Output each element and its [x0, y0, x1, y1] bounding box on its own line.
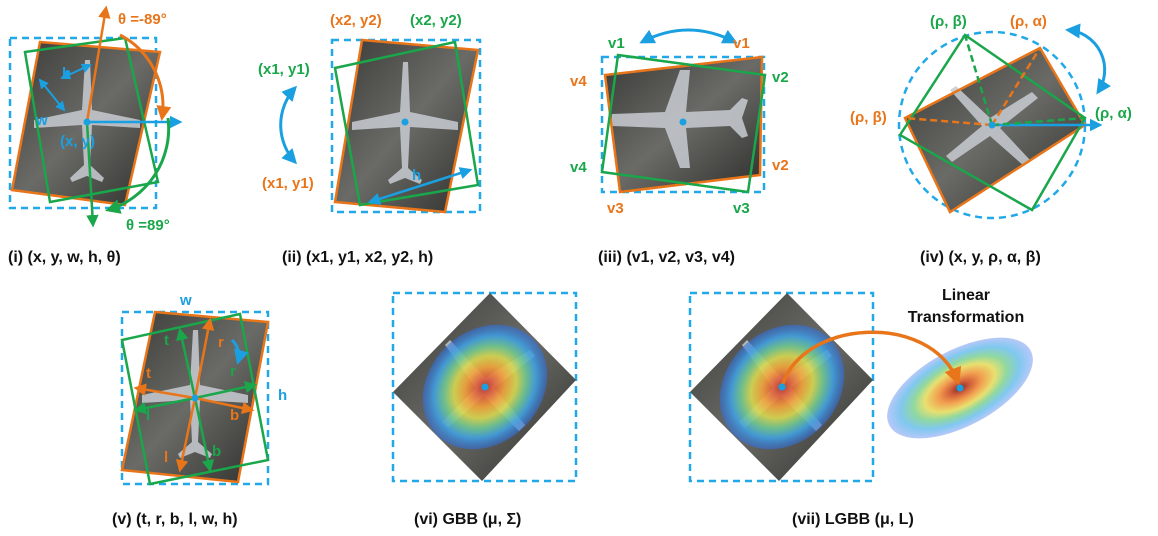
- swap-arc: [279, 85, 298, 165]
- v1-green-label: v1: [608, 35, 625, 52]
- b-orange-arrow: [194, 396, 255, 415]
- v2-green-label: v2: [772, 69, 789, 86]
- theta-neg-label: θ =-89°: [118, 11, 167, 28]
- positive-angle-arc: [105, 117, 171, 214]
- center-point: [83, 118, 91, 126]
- caption-ii: (ii) (x1, y1, x2, y2, h): [282, 249, 433, 266]
- t-green-label: t: [164, 332, 169, 349]
- rho-alpha-green-label: (ρ, α): [1095, 105, 1132, 122]
- panel-iv: (ρ, β) (ρ, α) (ρ, β) (ρ, α) (iv) (x, y, …: [850, 13, 1132, 266]
- x1y1-green-label: (x1, y1): [258, 61, 310, 78]
- panel-iii: v1 v1 v2 v2 v3 v3 v4 v4 (iii) (v1, v2, v…: [570, 28, 789, 266]
- rho-beta-orange-label: (ρ, β): [850, 109, 887, 126]
- v3-green-label: v3: [733, 200, 750, 217]
- l-orange-label: l: [164, 449, 168, 466]
- caption-iv: (iv) (x, y, ρ, α, β): [920, 249, 1041, 266]
- rho-alpha-green-line: [991, 116, 1086, 127]
- l-green-label: l: [146, 407, 150, 424]
- w-label: w: [179, 292, 192, 309]
- theta-pos-label: θ =89°: [126, 217, 170, 234]
- airplane-icon: [612, 70, 748, 168]
- h-label: h: [278, 387, 287, 404]
- center-point: [401, 118, 409, 126]
- v4-green-label: v4: [570, 159, 587, 176]
- rho-beta-green-label: (ρ, β): [930, 13, 967, 30]
- x2y2-green-label: (x2, y2): [410, 12, 462, 29]
- v4-orange-label: v4: [570, 73, 587, 90]
- panel-i: θ =-89° θ =89° h w (x, y) (i) (x, y, w, …: [8, 5, 183, 266]
- center-point: [191, 394, 199, 402]
- rho-alpha-orange-label: (ρ, α): [1010, 13, 1047, 30]
- r-orange-label: r: [218, 334, 224, 351]
- order-swap-arc: [639, 28, 738, 44]
- panel-vi: (vi) GBB (μ, Σ): [391, 291, 578, 528]
- center-point: [988, 121, 996, 129]
- green-obb: [333, 40, 480, 207]
- caption-vii: (vii) LGBB (μ, L): [792, 511, 914, 528]
- horizontal-bbox: [688, 291, 875, 483]
- t-orange-label: t: [146, 365, 151, 382]
- horizontal-bbox: [391, 291, 578, 483]
- b-green-label: b: [212, 443, 221, 460]
- b-green-arrow: [193, 397, 215, 473]
- green-obb: [600, 53, 767, 194]
- panel-ii: (x2, y2) (x2, y2) (x1, y1) (x1, y1) h (i…: [258, 12, 482, 266]
- green-obb: [23, 36, 160, 204]
- transform-label-line2: Transformation: [908, 309, 1024, 326]
- center-point: [679, 118, 687, 126]
- h-arrow: [367, 167, 473, 205]
- linear-transform-arrow: [780, 330, 962, 388]
- b-orange-label: b: [230, 407, 239, 424]
- r-orange-arrow: [193, 317, 215, 399]
- caption-vi: (vi) GBB (μ, Σ): [414, 511, 521, 528]
- rho-beta-orange-line: [904, 116, 993, 127]
- w-label: w: [35, 112, 48, 129]
- r-green-arrow: [194, 381, 258, 400]
- horizontal-bbox: [120, 310, 270, 486]
- l-orange-arrow: [175, 397, 197, 473]
- panel-vii: Linear Transformation (vii) LGBB (μ, L): [688, 287, 1033, 528]
- transformed-mean-point: [956, 384, 964, 392]
- v3-orange-label: v3: [607, 200, 624, 217]
- h-dimension-arrow: [60, 63, 92, 80]
- transform-label-line1: Linear: [942, 287, 990, 304]
- green-height-arrow: [85, 121, 99, 228]
- mean-point: [481, 383, 489, 391]
- horizontal-bbox: [330, 38, 482, 214]
- r-green-label: r: [230, 363, 236, 380]
- rho-beta-green-line: [963, 34, 994, 126]
- swap-arc: [230, 338, 249, 365]
- x2y2-orange-label: (x2, y2): [330, 12, 382, 29]
- mean-point: [778, 383, 786, 391]
- l-green-arrow: [133, 396, 196, 415]
- orange-obb: [603, 55, 764, 194]
- horizontal-bbox: [600, 55, 766, 194]
- orange-obb: [10, 40, 162, 207]
- caption-i: (i) (x, y, w, h, θ): [8, 249, 121, 266]
- orange-obb: [120, 310, 270, 484]
- green-obb: [898, 33, 1087, 212]
- v1-orange-label: v1: [733, 35, 750, 52]
- t-green-arrow: [176, 327, 197, 399]
- t-orange-arrow: [133, 383, 196, 400]
- rho-alpha-orange-line: [990, 47, 1042, 126]
- panel-v: w h t r t r l b l b (v) (t, r, b, l, w, …: [112, 292, 287, 528]
- x1y1-orange-label: (x1, y1): [262, 175, 314, 192]
- order-swap-arc: [1065, 23, 1111, 95]
- green-obb: [120, 312, 270, 486]
- v2-orange-label: v2: [772, 157, 789, 174]
- center-label: (x, y): [60, 133, 95, 150]
- negative-angle-arc: [119, 33, 172, 121]
- h-label: h: [412, 167, 421, 184]
- caption-v: (v) (t, r, b, l, w, h): [112, 511, 238, 528]
- caption-iii: (iii) (v1, v2, v3, v4): [598, 249, 735, 266]
- w-dimension-arrow: [38, 78, 66, 112]
- h-label: h: [62, 65, 71, 82]
- orange-height-arrow: [85, 5, 111, 123]
